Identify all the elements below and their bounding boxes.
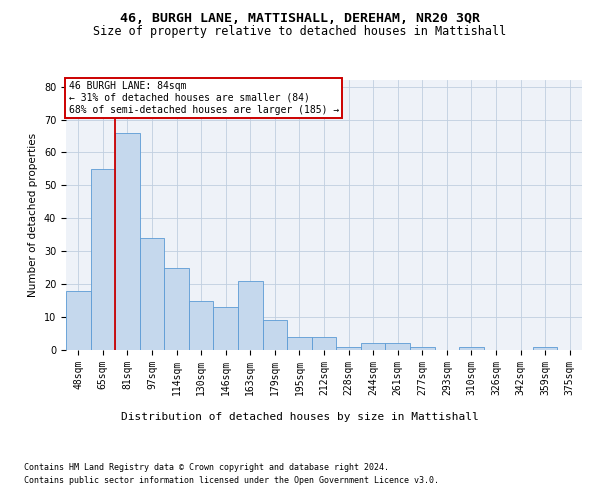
Bar bbox=[361, 344, 385, 350]
Bar bbox=[385, 344, 410, 350]
Bar bbox=[336, 346, 361, 350]
Bar bbox=[115, 132, 140, 350]
Bar bbox=[287, 337, 312, 350]
Text: Distribution of detached houses by size in Mattishall: Distribution of detached houses by size … bbox=[121, 412, 479, 422]
Bar bbox=[533, 346, 557, 350]
Bar bbox=[238, 281, 263, 350]
Bar bbox=[164, 268, 189, 350]
Bar bbox=[140, 238, 164, 350]
Bar bbox=[66, 290, 91, 350]
Text: 46, BURGH LANE, MATTISHALL, DEREHAM, NR20 3QR: 46, BURGH LANE, MATTISHALL, DEREHAM, NR2… bbox=[120, 12, 480, 26]
Bar bbox=[312, 337, 336, 350]
Text: Size of property relative to detached houses in Mattishall: Size of property relative to detached ho… bbox=[94, 25, 506, 38]
Text: Contains public sector information licensed under the Open Government Licence v3: Contains public sector information licen… bbox=[24, 476, 439, 485]
Bar bbox=[214, 307, 238, 350]
Bar bbox=[410, 346, 434, 350]
Y-axis label: Number of detached properties: Number of detached properties bbox=[28, 133, 38, 297]
Text: 46 BURGH LANE: 84sqm
← 31% of detached houses are smaller (84)
68% of semi-detac: 46 BURGH LANE: 84sqm ← 31% of detached h… bbox=[68, 82, 339, 114]
Bar bbox=[459, 346, 484, 350]
Bar bbox=[91, 169, 115, 350]
Text: Contains HM Land Registry data © Crown copyright and database right 2024.: Contains HM Land Registry data © Crown c… bbox=[24, 462, 389, 471]
Bar bbox=[263, 320, 287, 350]
Bar bbox=[189, 300, 214, 350]
